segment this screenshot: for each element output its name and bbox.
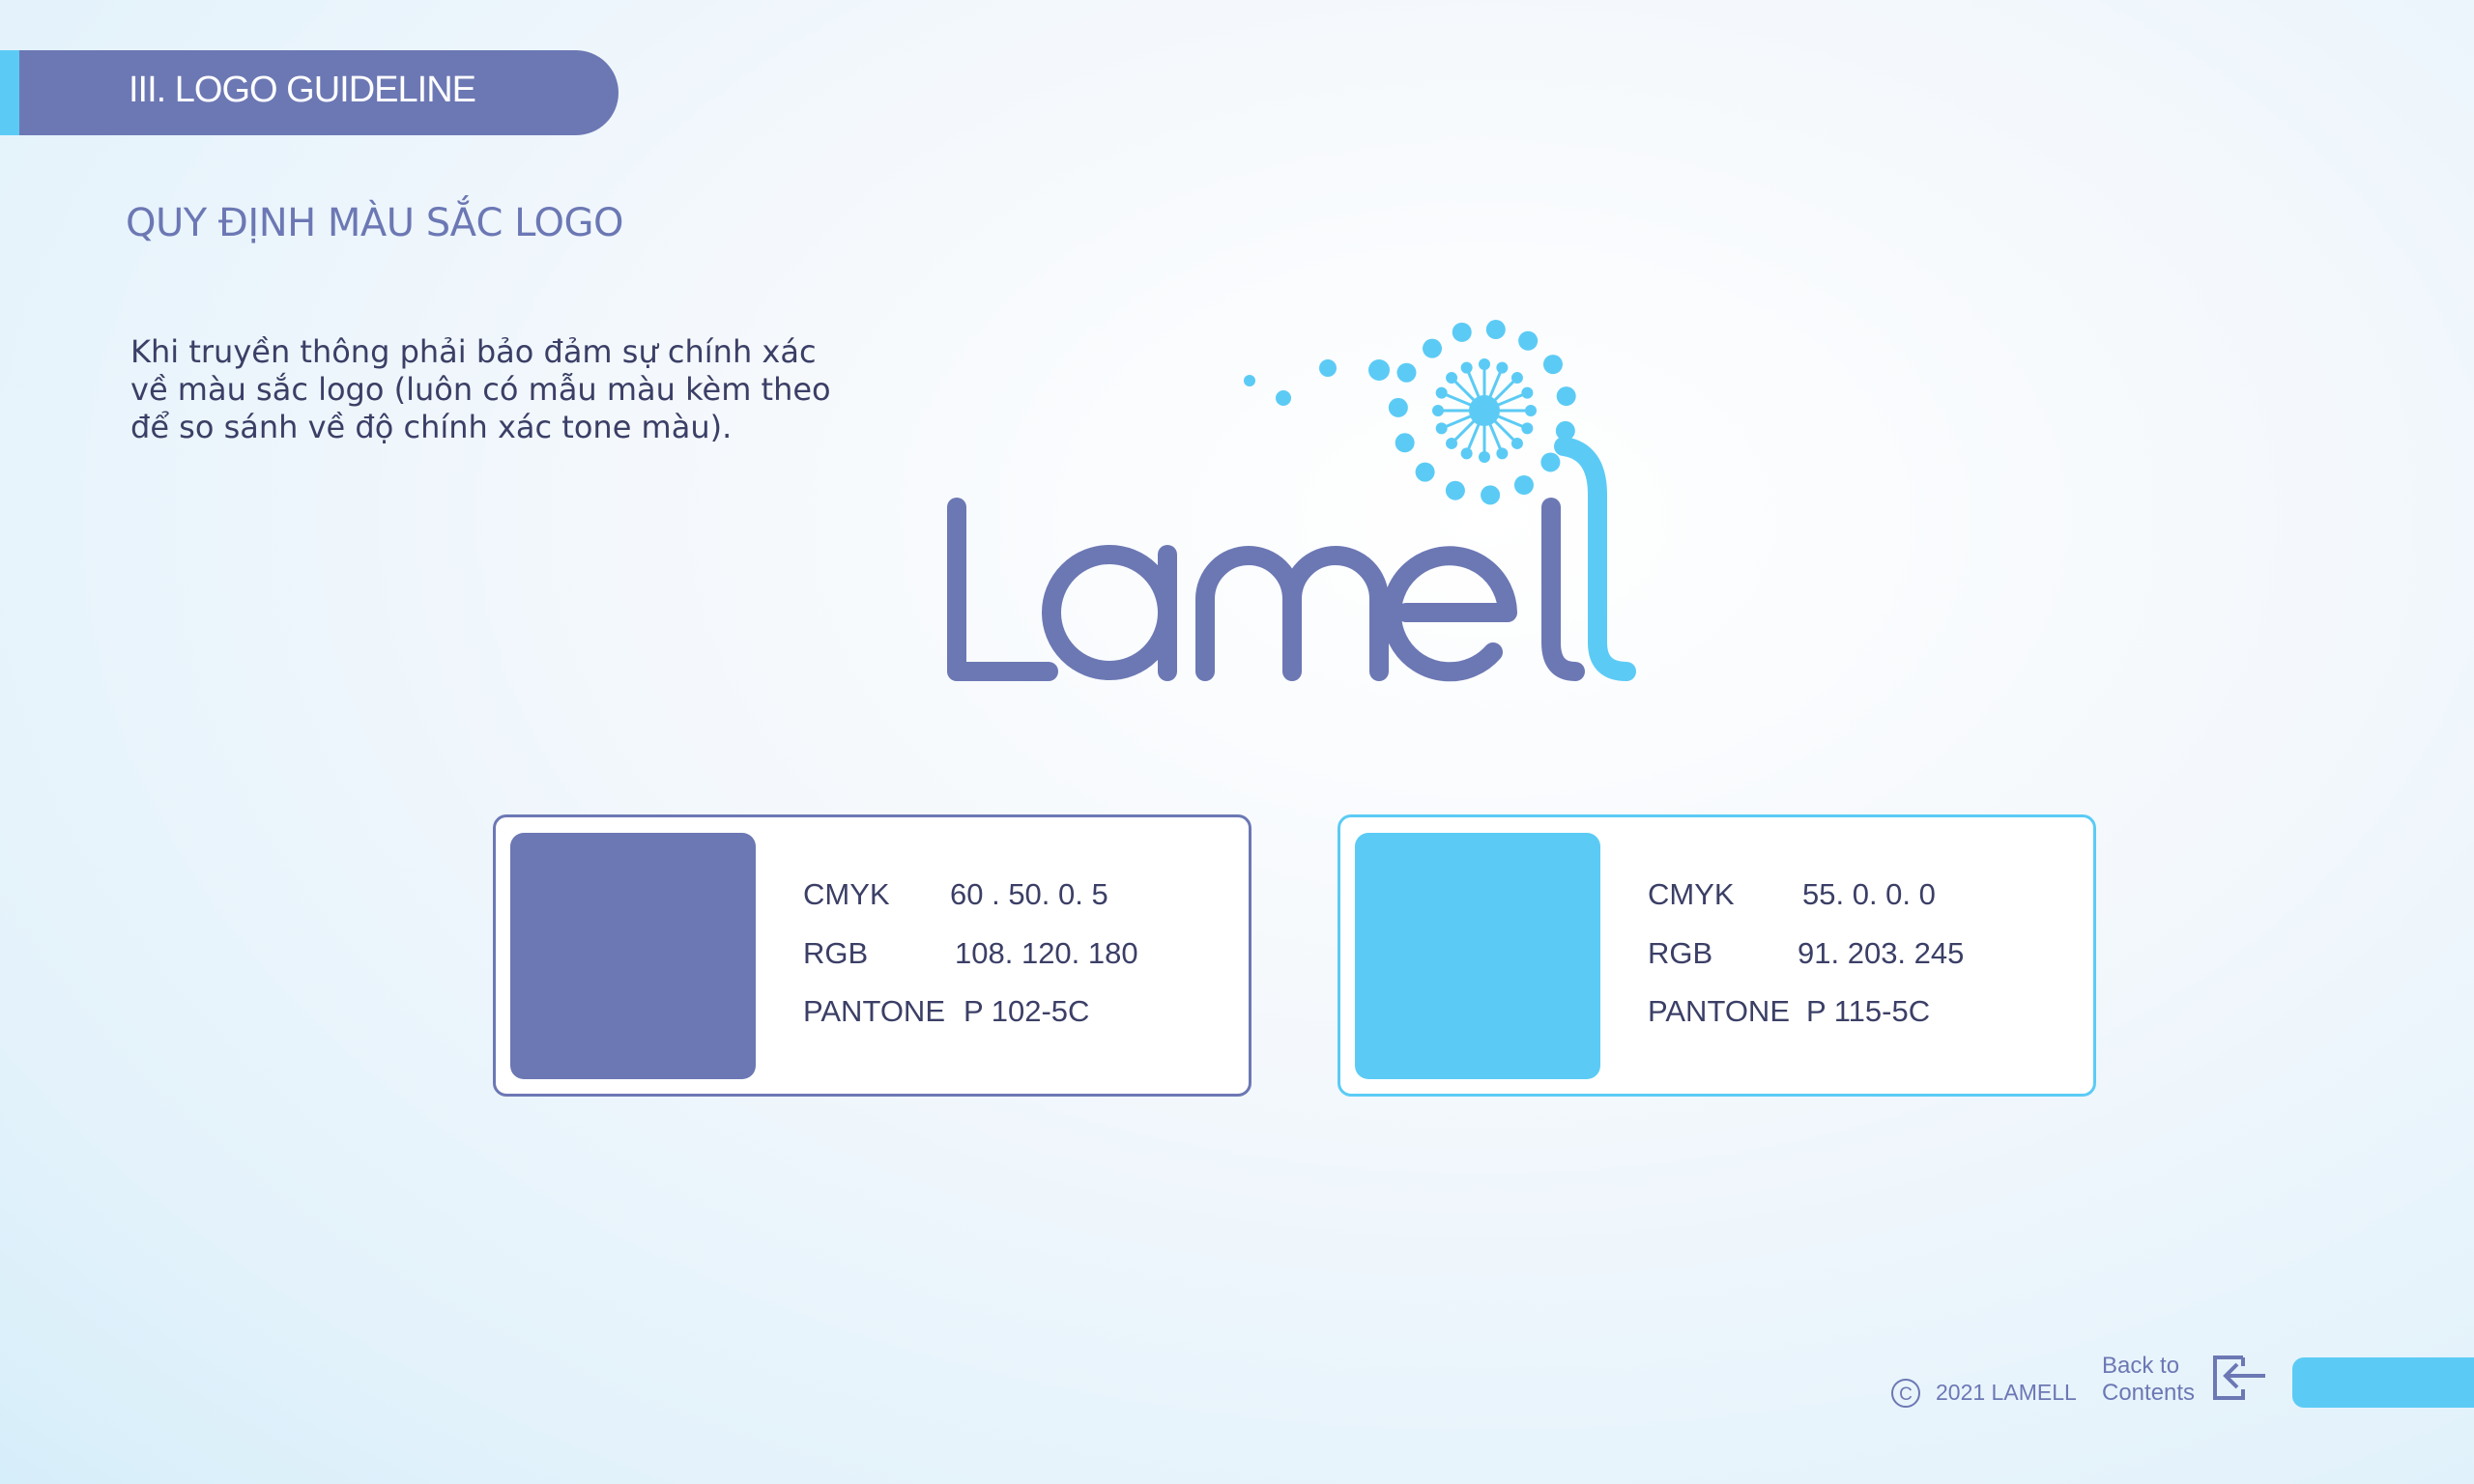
- dandelion-spoke: [1465, 410, 1486, 454]
- dandelion-dot: [1479, 451, 1490, 463]
- dandelion-spoke: [1450, 409, 1486, 445]
- pantone-label: PANTONE: [803, 994, 945, 1028]
- back-line-1: Back to: [2102, 1353, 2180, 1379]
- dandelion-dot: [1244, 375, 1255, 386]
- swatch-card-primary: CMYK 60 . 50. 0. 5 RGB 108. 120. 180 PANTO…: [493, 814, 1251, 1097]
- rgb-value: 108. 120. 180: [955, 936, 1138, 970]
- dandelion-dot: [1460, 447, 1473, 460]
- dandelion-dot: [1432, 405, 1444, 416]
- dandelion-dot: [1542, 355, 1563, 375]
- color-swatch: [510, 833, 756, 1079]
- dandelion-dot: [1496, 361, 1509, 374]
- copyright-text: 2021 LAMELL: [1936, 1380, 2077, 1405]
- dandelion-dot: [1513, 474, 1534, 495]
- dandelion-dot: [1496, 447, 1509, 460]
- swatch-card-accent: CMYK 55. 0. 0. 0 RGB 91. 203. 245 PANTONE P…: [1338, 814, 2096, 1097]
- rgb-value: 91. 203. 245: [1798, 936, 1965, 970]
- svg-text:C: C: [1899, 1384, 1913, 1405]
- section-title: III. LOGO GUIDELINE: [129, 70, 476, 110]
- exit-arrow-icon[interactable]: [2211, 1353, 2269, 1403]
- dandelion-spoke: [1465, 367, 1486, 412]
- logo-letter-l-accent: [1554, 437, 1636, 681]
- dandelion-dot: [1479, 358, 1490, 370]
- footer-accent-bar: [2292, 1357, 2474, 1408]
- dandelion-dot: [1435, 386, 1448, 399]
- logo-letter-a: [1042, 545, 1177, 680]
- dandelion-dot: [1510, 437, 1523, 449]
- dandelion-spoke: [1450, 376, 1486, 413]
- dandelion-dot: [1521, 422, 1534, 435]
- dandelion-dot: [1485, 320, 1506, 340]
- cmyk-value: 55. 0. 0. 0: [1802, 877, 1936, 911]
- dandelion-dot: [1555, 420, 1575, 441]
- dandelion-spoke: [1482, 367, 1504, 412]
- description-line: về màu sắc logo (luôn có mẫu màu kèm the…: [130, 371, 831, 408]
- dandelion-dot: [1452, 322, 1472, 342]
- description-line: để so sánh về độ chính xác tone màu).: [130, 409, 733, 445]
- page-subtitle: QUY ĐỊNH MÀU SẮC LOGO: [126, 201, 624, 245]
- cmyk-label: CMYK: [1648, 877, 1735, 911]
- dandelion-dot: [1415, 462, 1435, 482]
- back-to-contents-link[interactable]: Back to Contents: [2102, 1353, 2195, 1407]
- dandelion-dot: [1423, 338, 1443, 358]
- rgb-label: RGB: [803, 936, 869, 970]
- dandelion-dot: [1510, 372, 1523, 385]
- pantone-value: P 102-5C: [964, 994, 1090, 1028]
- dandelion-spoke: [1441, 409, 1485, 430]
- pantone-label: PANTONE: [1648, 994, 1790, 1028]
- dandelion-dot: [1319, 359, 1337, 377]
- cmyk-label: CMYK: [803, 877, 890, 911]
- back-line-2: Contents: [2102, 1380, 2196, 1406]
- dandelion-dot: [1368, 359, 1390, 381]
- dandelion-dot: [1518, 330, 1539, 351]
- copyright-icon: C: [1891, 1379, 1920, 1408]
- dandelion-dot: [1446, 437, 1458, 449]
- dandelion-dot: [1276, 390, 1291, 406]
- dandelion-dot: [1525, 405, 1537, 416]
- dandelion-dot: [1445, 480, 1465, 500]
- dandelion-dot: [1446, 372, 1458, 385]
- rgb-label: RGB: [1648, 936, 1713, 970]
- logo-letter-l: [1541, 498, 1585, 681]
- header-accent-stripe: [0, 50, 19, 135]
- dandelion-dot: [1395, 433, 1415, 453]
- dandelion-spoke: [1482, 410, 1504, 454]
- cmyk-value: 60 . 50. 0. 5: [950, 877, 1108, 911]
- dandelion-spoke: [1441, 391, 1485, 413]
- pantone-value: P 115-5C: [1806, 994, 1931, 1028]
- dandelion-dot: [1540, 452, 1561, 472]
- logo-letter-e: [1382, 546, 1517, 682]
- dandelion-dot: [1460, 361, 1473, 374]
- description-line: Khi truyền thông phải bảo đảm sự chính x…: [130, 333, 817, 370]
- dandelion-spoke: [1483, 391, 1528, 413]
- description: Khi truyền thông phải bảo đảm sự chính x…: [130, 333, 865, 446]
- dandelion-dot: [1481, 485, 1501, 505]
- dandelion-dot: [1388, 397, 1408, 417]
- dandelion-dot: [1435, 422, 1448, 435]
- dandelion-dot: [1396, 362, 1417, 383]
- dandelion-spoke: [1482, 376, 1519, 413]
- color-swatch: [1355, 833, 1600, 1079]
- logo-letter-L: [947, 498, 1058, 681]
- dandelion-dot: [1521, 386, 1534, 399]
- logo-letter-m: [1195, 546, 1389, 681]
- dandelion-spoke: [1482, 409, 1519, 445]
- dandelion-icon: [1244, 320, 1576, 505]
- dandelion-spoke: [1483, 409, 1528, 430]
- dandelion-dot: [1556, 386, 1576, 407]
- section-header: III. LOGO GUIDELINE: [0, 50, 618, 135]
